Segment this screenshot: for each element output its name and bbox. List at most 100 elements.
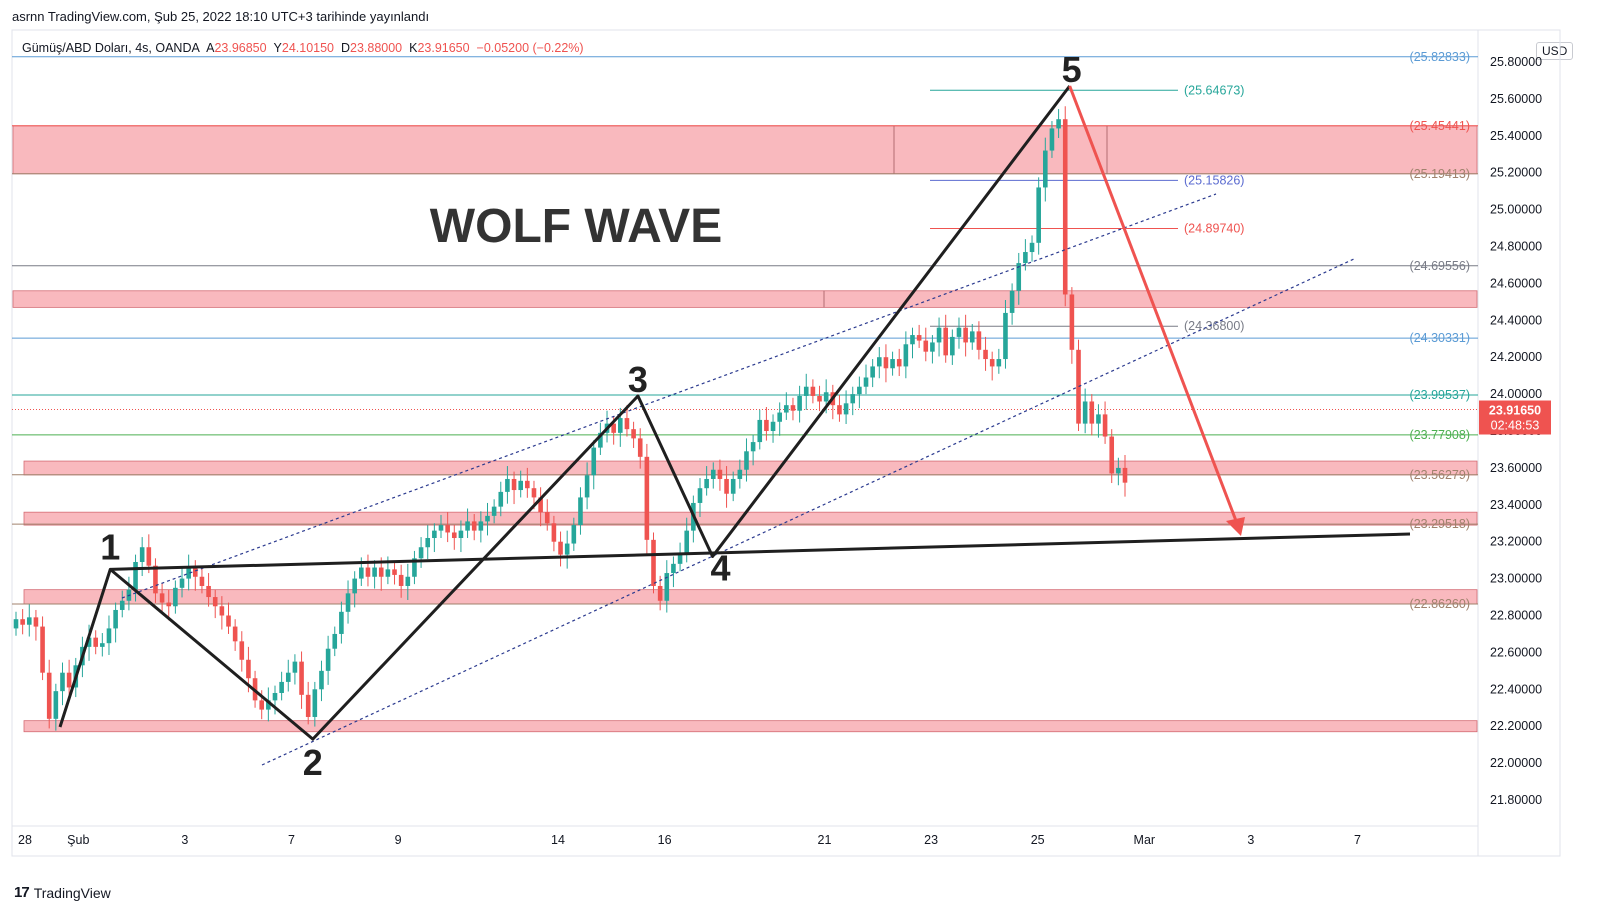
candle-body <box>438 525 444 531</box>
price-axis[interactable]: 25.80000 25.60000 25.40000 25.20000 25.00000… <box>1479 55 1551 807</box>
candle-body <box>305 694 311 717</box>
candle-body <box>564 543 570 555</box>
candle-body <box>372 567 377 577</box>
level-label: (25.19413) <box>1410 167 1470 181</box>
symbol-info: Gümüş/ABD Doları, 4s, OANDA A23.96850 Y2… <box>22 41 584 55</box>
zone-rect-2 <box>23 460 1478 476</box>
candle-body <box>930 342 935 352</box>
x-tick-label: 21 <box>818 833 832 847</box>
candle-body <box>146 547 152 566</box>
candle-body <box>40 626 45 673</box>
time-axis[interactable]: 28 Şub 3 7 9 14 16 21 23 25 Mar 3 7 <box>18 833 1361 847</box>
candle-body <box>664 573 670 601</box>
candle-body <box>730 478 736 494</box>
x-tick-label: 9 <box>395 833 402 847</box>
candle-body <box>850 394 856 404</box>
zone-rect-3 <box>23 511 1478 526</box>
level-label: (24.30331) <box>1410 331 1470 345</box>
candle-body <box>976 331 982 350</box>
candle-body <box>956 327 962 337</box>
target-line-1-4 <box>110 532 1411 571</box>
levels-layer: (25.82833) (25.64673) (25.45441) (25.19413)… <box>12 50 1478 611</box>
level-label: (23.99537) <box>1410 388 1470 402</box>
candle-body <box>916 335 922 341</box>
candle-body <box>578 497 583 526</box>
level-label: (25.82833) <box>1410 50 1470 64</box>
candle-body <box>359 567 364 579</box>
y-tick-label: 25.40000 <box>1490 129 1542 143</box>
candle-body <box>1056 119 1061 129</box>
candle-body <box>458 530 464 539</box>
candle-body <box>319 670 324 690</box>
candle-body <box>1122 467 1128 483</box>
publish-header: asrnn TradingView.com, Şub 25, 2022 18:1… <box>12 9 430 24</box>
high-label: Y <box>273 41 282 55</box>
candle-body <box>598 432 603 448</box>
x-tick-label: 7 <box>288 833 295 847</box>
open-value: 23.96850 <box>214 41 267 55</box>
candle-body <box>1116 467 1121 474</box>
candle-body <box>279 681 284 693</box>
y-tick-label: 24.80000 <box>1490 240 1542 254</box>
candle-body <box>465 521 470 531</box>
candle-body <box>159 593 165 603</box>
y-tick-label: 22.40000 <box>1490 682 1542 696</box>
wave-point-label: 5 <box>1062 49 1082 90</box>
candle-body <box>790 405 796 411</box>
x-tick-label: 3 <box>181 833 188 847</box>
candle-body <box>1029 242 1035 253</box>
currency-button[interactable]: USD <box>1536 42 1574 60</box>
candle-body <box>883 357 889 369</box>
candle-body <box>385 569 391 577</box>
candle-body <box>896 359 902 367</box>
candle-body <box>471 521 477 531</box>
candle-body <box>153 565 158 594</box>
candle-body <box>770 421 776 431</box>
change-value: −0.05200 (−0.22%) <box>476 41 584 55</box>
footer-brand: 17 TradingView <box>14 884 111 901</box>
candle-body <box>724 478 729 494</box>
y-tick-label: 21.80000 <box>1490 793 1542 807</box>
candle-countdown: 02:48:53 <box>1491 419 1540 433</box>
arrow-head-icon <box>1226 517 1245 536</box>
candle-body <box>398 574 404 586</box>
candle-body <box>272 692 278 701</box>
zone-rect-0 <box>12 125 1478 175</box>
candle-body <box>969 331 975 343</box>
candle-body <box>651 539 656 586</box>
candle-body <box>412 558 417 577</box>
candle-body <box>657 585 663 601</box>
candle-body <box>26 617 32 625</box>
candle-body <box>206 585 211 598</box>
wave-point-label: 2 <box>303 742 323 783</box>
candle-body <box>817 395 822 402</box>
y-tick-label: 22.80000 <box>1490 609 1542 623</box>
y-tick-label: 24.20000 <box>1490 350 1542 364</box>
candle-body <box>757 419 763 443</box>
candle-body <box>232 626 238 642</box>
candle-body <box>803 386 809 396</box>
candle-body <box>784 405 789 413</box>
x-tick-label: Şub <box>67 833 89 847</box>
y-tick-label: 23.20000 <box>1490 535 1542 549</box>
symbol-name: Gümüş/ABD Doları, 4s, OANDA <box>22 41 200 55</box>
candle-body <box>365 567 371 577</box>
candle-body <box>212 597 218 607</box>
candle-body <box>345 593 351 612</box>
candle-body <box>325 648 331 671</box>
candle-body <box>86 637 92 647</box>
tradingview-logo-icon: 17 <box>14 884 30 901</box>
candle-body <box>1003 312 1008 360</box>
open-label: A <box>206 41 215 55</box>
candle-body <box>571 525 577 544</box>
candle-body <box>943 327 949 356</box>
candle-body <box>518 480 523 491</box>
candle-body <box>13 619 19 629</box>
candle-body <box>1043 150 1048 188</box>
candle-body <box>392 569 397 575</box>
high-value: 24.10150 <box>281 41 335 55</box>
candle-body <box>624 418 630 430</box>
y-tick-label: 25.80000 <box>1490 55 1542 69</box>
wave-point-label: 4 <box>711 547 731 588</box>
